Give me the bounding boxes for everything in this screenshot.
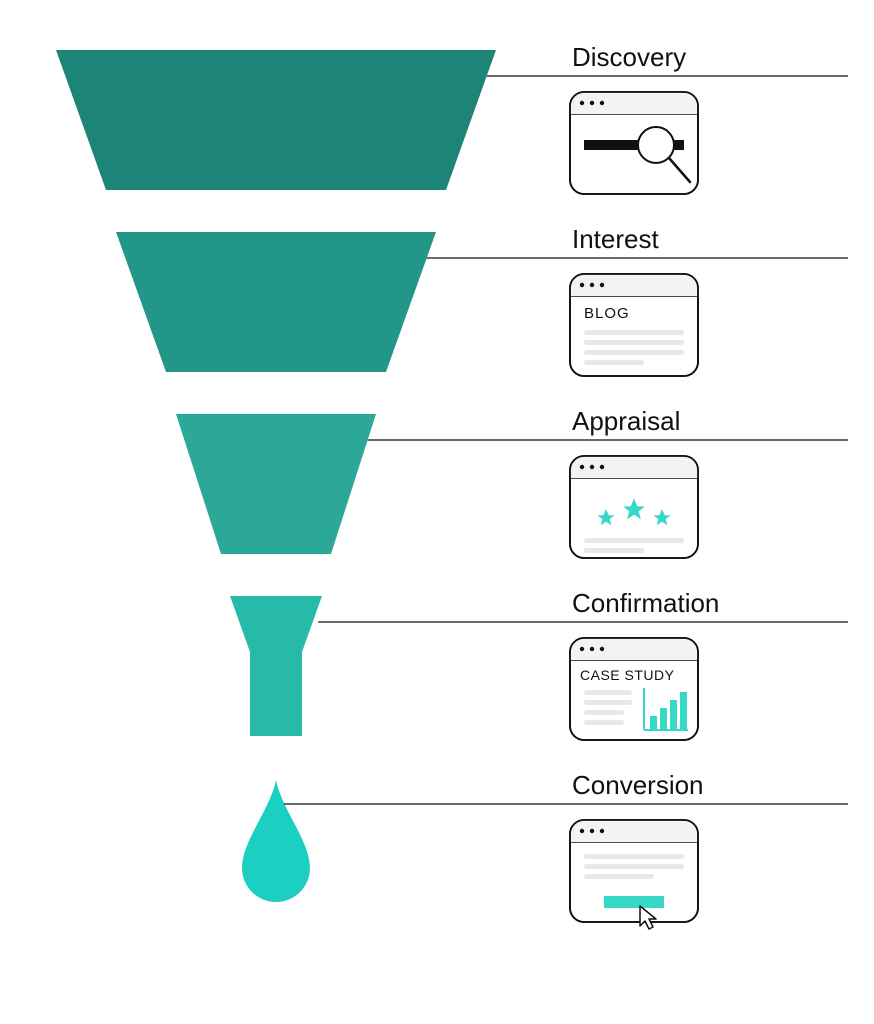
label-confirmation: Confirmation <box>572 588 719 618</box>
svg-text:CASE STUDY: CASE STUDY <box>580 667 675 683</box>
stars-icon <box>570 456 698 558</box>
svg-text:BLOG: BLOG <box>584 305 630 322</box>
blog-icon: BLOG <box>570 274 698 376</box>
funnel-discovery <box>56 50 496 190</box>
casestudy-icon: CASE STUDY <box>570 638 698 740</box>
label-interest: Interest <box>572 224 659 254</box>
search-icon <box>570 92 698 194</box>
label-discovery: Discovery <box>572 42 686 72</box>
label-conversion: Conversion <box>572 770 704 800</box>
funnel-interest <box>116 232 436 372</box>
label-appraisal: Appraisal <box>572 406 680 436</box>
cta-icon <box>570 820 698 929</box>
